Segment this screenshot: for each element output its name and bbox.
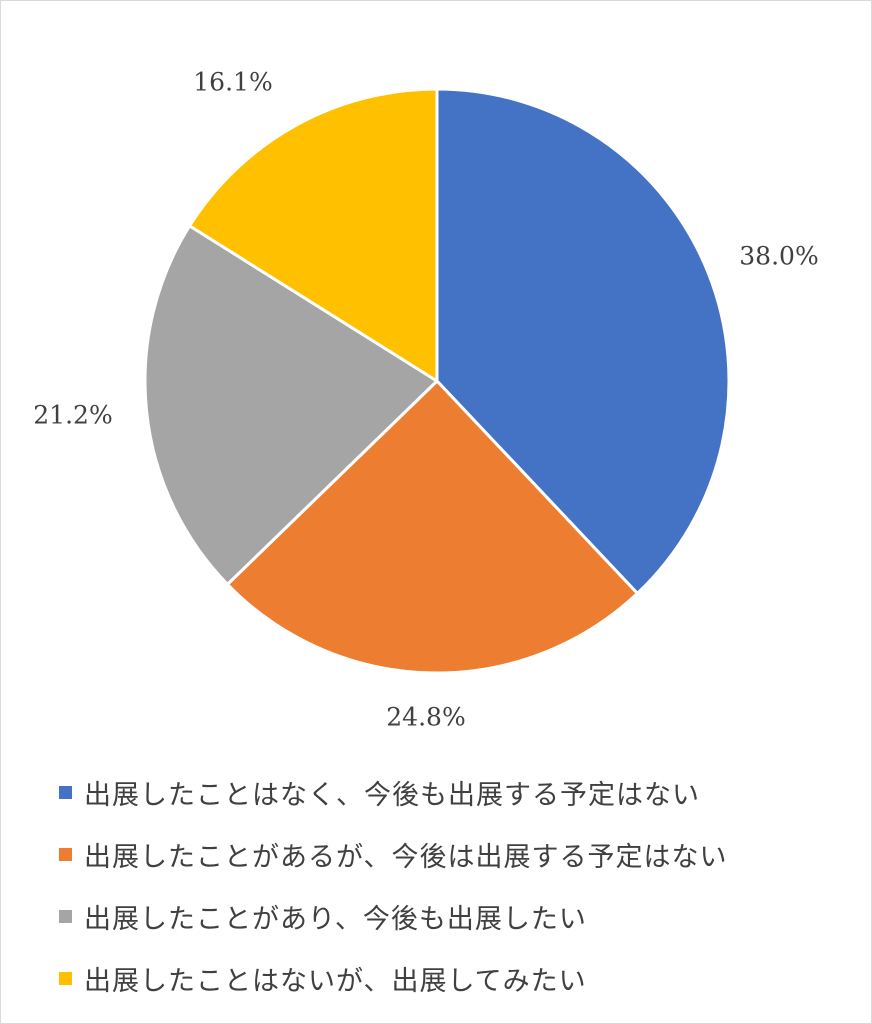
legend-label: 出展したことがあるが、今後は出展する予定はない [84, 841, 728, 873]
legend-swatch [59, 971, 72, 985]
pie-slice-2 [225, 379, 639, 675]
slice-percent-label-1: 38.0% [739, 242, 818, 271]
legend-label: 出展したことはなく、今後も出展する予定はない [84, 779, 700, 811]
legend-item-1: 出展したことはなく、今後も出展する予定はない [59, 761, 859, 823]
chart-legend: 出展したことはなく、今後も出展する予定はない 出展したことがあるが、今後は出展する… [59, 761, 859, 1009]
pie-slice-4 [188, 87, 439, 383]
legend-item-4: 出展したことはないが、出展してみたい [59, 947, 859, 1009]
legend-item-3: 出展したことがあり、今後も出展したい [59, 885, 859, 947]
slice-percent-label-2: 24.8% [386, 703, 465, 732]
slice-percent-label-4: 16.1% [193, 68, 272, 97]
legend-label: 出展したことがあり、今後も出展したい [84, 903, 587, 935]
legend-label: 出展したことはないが、出展してみたい [84, 965, 587, 997]
legend-item-2: 出展したことがあるが、今後は出展する予定はない [59, 823, 859, 885]
legend-swatch [59, 847, 72, 861]
slice-percent-label-3: 21.2% [33, 401, 112, 430]
legend-swatch [59, 909, 72, 923]
pie-slice-3 [143, 224, 439, 586]
pie-slice-1 [435, 87, 731, 595]
legend-swatch [59, 785, 72, 799]
pie-chart: 38.0% 24.8% 21.2% 16.1% [33, 68, 818, 732]
